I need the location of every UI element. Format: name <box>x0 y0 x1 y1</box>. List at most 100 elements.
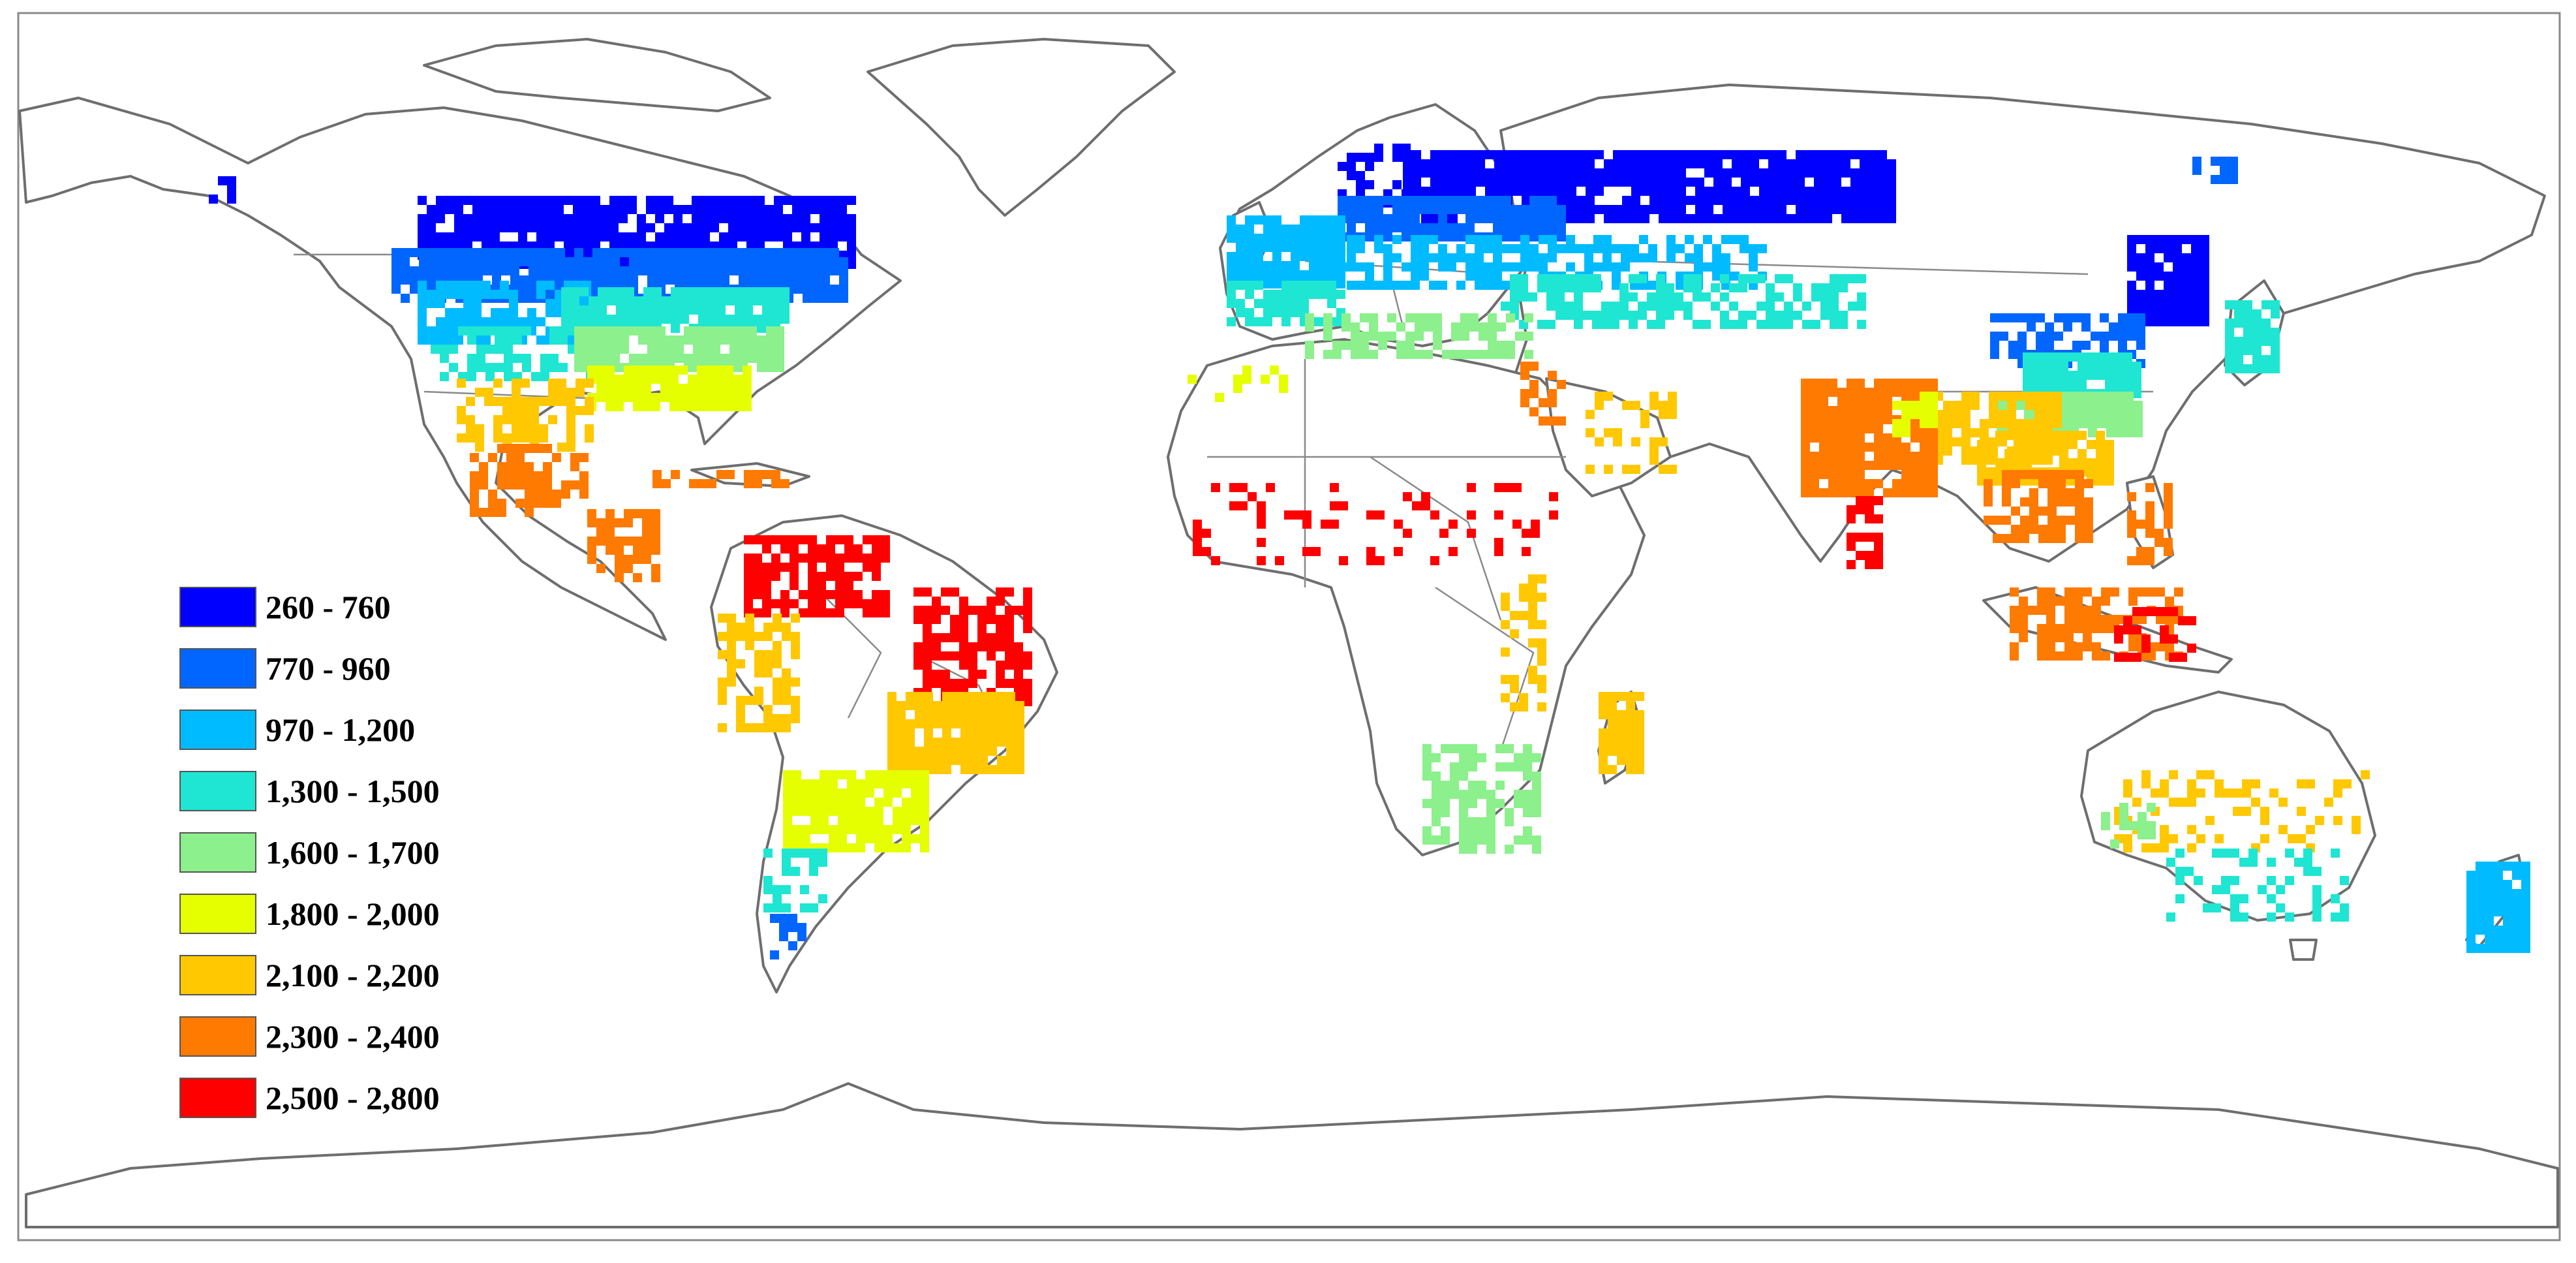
raster-cell <box>1318 281 1327 290</box>
raster-cell <box>763 849 773 858</box>
raster-cell <box>1005 679 1014 688</box>
raster-cell <box>1375 556 1385 565</box>
raster-cell <box>788 923 797 932</box>
raster-cell <box>1532 845 1541 854</box>
raster-cell <box>1943 437 1952 446</box>
raster-cell <box>1015 765 1024 774</box>
raster-cell <box>2124 410 2134 419</box>
raster-cell <box>1850 205 1860 214</box>
raster-cell <box>1943 446 1952 456</box>
raster-cell <box>1193 538 1202 547</box>
raster-cell <box>492 266 501 275</box>
raster-cell <box>780 590 790 599</box>
raster-cell <box>1720 274 1729 283</box>
raster-cell <box>1318 234 1327 243</box>
raster-cell <box>1613 214 1622 223</box>
raster-cell <box>874 834 883 843</box>
raster-cell <box>495 326 504 335</box>
raster-cell <box>2243 319 2252 328</box>
raster-cell <box>2164 272 2173 281</box>
raster-cell <box>454 281 463 290</box>
raster-cell <box>673 232 682 242</box>
raster-cell <box>774 205 783 214</box>
raster-cell <box>2136 313 2145 322</box>
raster-cell <box>792 205 801 214</box>
raster-cell <box>782 723 791 732</box>
raster-cell <box>2097 419 2106 428</box>
raster-cell <box>1392 281 1402 290</box>
raster-cell <box>592 266 602 275</box>
raster-cell <box>979 756 988 765</box>
raster-cell <box>673 214 682 223</box>
raster-cell <box>960 701 970 710</box>
raster-cell <box>1756 274 1766 283</box>
raster-cell <box>1604 428 1613 437</box>
raster-cell <box>1236 308 1245 317</box>
raster-cell <box>1432 817 1441 826</box>
raster-cell <box>893 788 902 798</box>
raster-cell <box>1777 168 1786 178</box>
raster-cell <box>865 816 874 825</box>
raster-cell <box>2132 625 2141 634</box>
raster-cell <box>820 232 829 242</box>
raster-cell <box>701 214 710 223</box>
raster-cell <box>570 315 579 324</box>
raster-cell <box>782 696 791 705</box>
raster-cell <box>606 393 615 402</box>
raster-cell <box>482 196 491 205</box>
raster-cell <box>2187 798 2196 807</box>
raster-cell <box>2160 625 2169 634</box>
raster-cell <box>1832 178 1841 187</box>
raster-cell <box>679 402 688 411</box>
raster-cell <box>774 214 783 223</box>
raster-cell <box>830 266 839 275</box>
raster-cell <box>821 248 830 257</box>
raster-cell <box>2164 501 2173 510</box>
raster-cell <box>466 424 475 433</box>
raster-cell <box>1529 407 1539 416</box>
raster-cell <box>830 248 839 257</box>
raster-cell <box>1475 205 1484 214</box>
raster-cell <box>652 305 662 315</box>
raster-cell <box>996 587 1005 597</box>
raster-cell <box>1565 311 1574 320</box>
raster-cell <box>2476 880 2485 889</box>
raster-cell <box>1557 214 1566 223</box>
raster-cell <box>1592 283 1601 292</box>
raster-cell <box>1793 311 1802 320</box>
raster-cell <box>1750 205 1759 214</box>
raster-cell <box>1910 379 1920 388</box>
raster-cell <box>1856 470 1865 479</box>
legend-row: 2,300 - 2,400 <box>179 1006 545 1067</box>
raster-cell <box>727 614 736 623</box>
raster-cell <box>1484 281 1493 290</box>
raster-cell <box>566 424 575 433</box>
raster-cell <box>1617 747 1626 756</box>
raster-cell <box>911 788 920 798</box>
raster-cell <box>2138 830 2147 839</box>
raster-cell <box>950 587 959 597</box>
raster-cell <box>1775 292 1784 302</box>
raster-cell <box>436 326 445 335</box>
raster-cell <box>1503 187 1512 196</box>
raster-cell <box>548 397 557 406</box>
raster-cell <box>1998 392 2007 401</box>
raster-cell <box>1574 320 1583 329</box>
raster-cell <box>1830 292 1839 302</box>
raster-cell <box>724 384 733 393</box>
raster-cell <box>1576 178 1586 187</box>
raster-cell <box>820 779 829 788</box>
raster-cell <box>633 555 642 564</box>
raster-cell <box>500 205 509 214</box>
raster-cell <box>1432 753 1441 762</box>
raster-cell <box>1910 452 1920 461</box>
raster-cell <box>707 287 716 296</box>
raster-cell <box>1656 292 1665 302</box>
raster-cell <box>1830 302 1839 311</box>
raster-cell <box>1374 144 1383 153</box>
raster-cell <box>1501 693 1510 702</box>
raster-cell <box>810 816 820 825</box>
raster-cell <box>970 728 979 738</box>
raster-cell <box>1300 225 1309 234</box>
raster-cell <box>996 624 1005 633</box>
